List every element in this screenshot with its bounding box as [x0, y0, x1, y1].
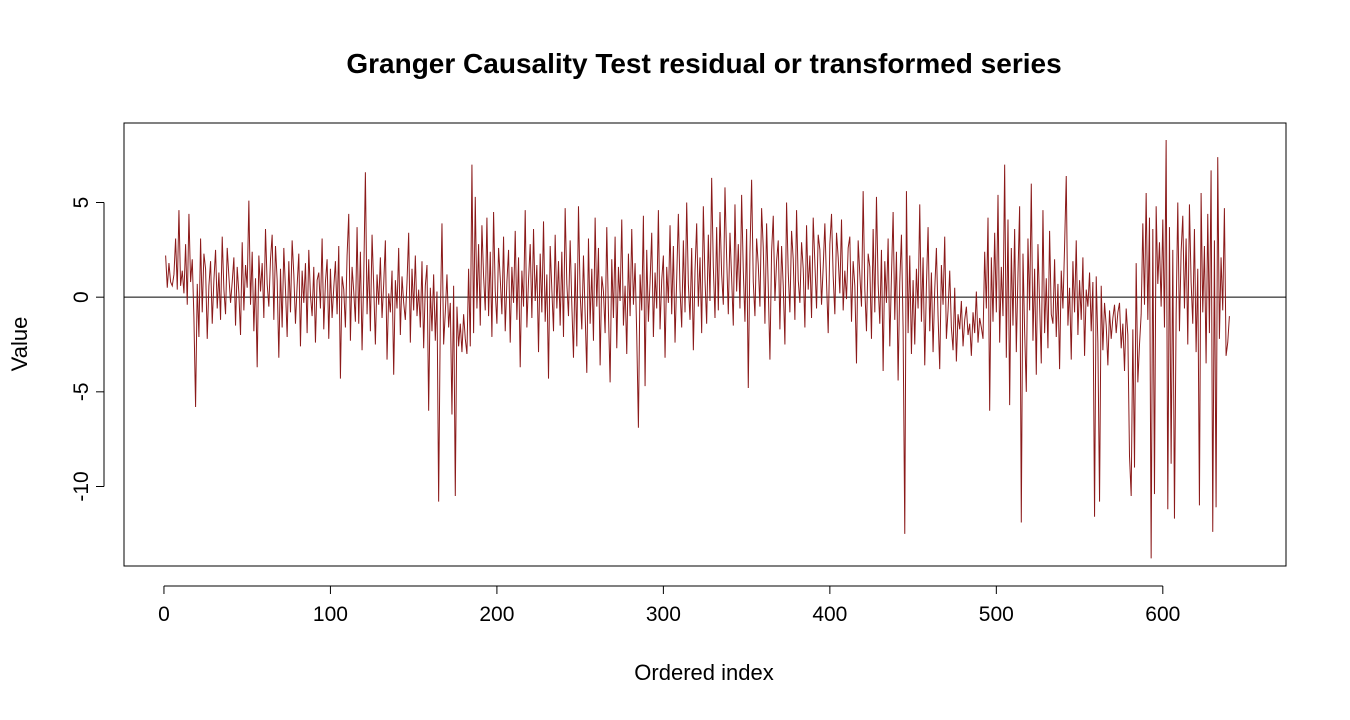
x-tick-label: 300 — [646, 603, 681, 626]
x-tick-label: 600 — [1145, 603, 1180, 626]
y-tick-label: -10 — [70, 471, 93, 501]
y-axis: -10 -5 0 5 — [70, 197, 105, 502]
y-tick-label: 5 — [70, 197, 93, 209]
plot-frame — [123, 122, 1287, 567]
x-tick-label: 100 — [313, 603, 348, 626]
x-axis-label: Ordered index — [634, 660, 773, 685]
x-tick-label: 400 — [812, 603, 847, 626]
x-axis: 0 100 200 300 400 500 600 — [158, 585, 1180, 626]
y-axis-label: Value — [7, 317, 32, 372]
y-tick-label: 0 — [70, 291, 93, 303]
x-tick-label: 200 — [479, 603, 514, 626]
chart-title: Granger Causality Test residual or trans… — [346, 48, 1061, 79]
x-tick-label: 0 — [158, 603, 170, 626]
y-tick-label: -5 — [70, 382, 93, 401]
x-tick-label: 500 — [979, 603, 1014, 626]
series-line — [165, 140, 1230, 559]
